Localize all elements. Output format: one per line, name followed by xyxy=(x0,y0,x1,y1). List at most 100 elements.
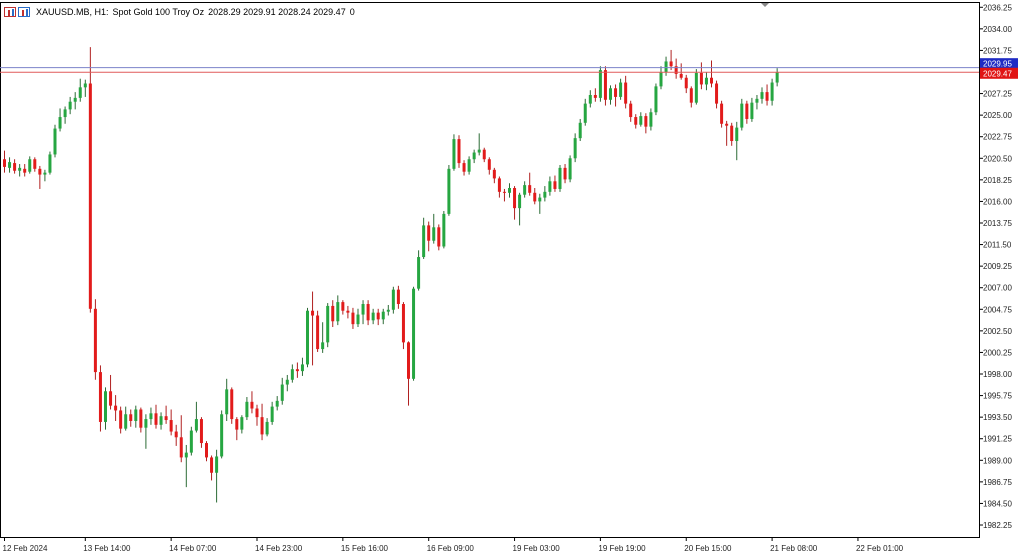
y-tick-label: 2002.50 xyxy=(983,327,1012,336)
candle-body xyxy=(134,409,138,421)
candle-body xyxy=(659,71,663,87)
candle-body xyxy=(715,83,719,104)
candle-body xyxy=(391,289,395,310)
candle-body xyxy=(98,372,102,422)
candle-body xyxy=(669,61,673,67)
candle-body xyxy=(164,416,168,421)
candle-body xyxy=(437,227,441,247)
candle-body xyxy=(563,167,567,180)
candle-body xyxy=(381,311,385,320)
y-tick-label: 1989.00 xyxy=(983,456,1012,465)
candle-body xyxy=(694,72,698,103)
candle-body xyxy=(265,421,269,435)
candle-body xyxy=(634,117,638,125)
candle-body xyxy=(316,315,320,350)
candle-body xyxy=(679,73,683,78)
candle-body xyxy=(427,225,431,241)
candle-body xyxy=(290,369,294,380)
candle-body xyxy=(144,419,148,428)
candle-body xyxy=(129,414,133,421)
candle-body xyxy=(13,163,17,171)
y-tick-label: 2000.25 xyxy=(983,348,1012,357)
chart-menu-icon[interactable] xyxy=(4,7,16,17)
candle-body xyxy=(23,168,27,173)
candle-body xyxy=(518,194,522,209)
candle-body xyxy=(255,408,259,418)
candle-body xyxy=(775,71,779,83)
candle-body xyxy=(78,87,82,98)
candle-body xyxy=(624,82,628,104)
candle-body xyxy=(760,92,764,99)
plot-frame xyxy=(0,2,980,538)
candle-body xyxy=(654,86,658,113)
y-tick-label: 2016.00 xyxy=(983,197,1012,206)
x-tick-label: 19 Feb 19:00 xyxy=(598,544,646,553)
y-tick-label: 2009.25 xyxy=(983,262,1012,271)
y-tick-label: 2034.00 xyxy=(983,25,1012,34)
candle-body xyxy=(8,162,12,168)
candle-body xyxy=(528,185,532,193)
candle-body xyxy=(235,419,239,430)
candle-body xyxy=(149,413,153,420)
candle-body xyxy=(260,417,264,435)
y-tick-label: 1995.75 xyxy=(983,392,1012,401)
y-tick-label: 2007.00 xyxy=(983,284,1012,293)
candle-body xyxy=(336,302,340,322)
candle-body xyxy=(169,420,173,432)
candle-body xyxy=(689,88,693,103)
candle-body xyxy=(270,406,274,422)
candle-body xyxy=(356,314,360,325)
y-tick-label: 2025.00 xyxy=(983,111,1012,120)
y-tick-label: 1984.50 xyxy=(983,499,1012,508)
candle-body xyxy=(472,152,476,160)
ask-price-tag: 2029.95 xyxy=(983,60,1012,69)
candle-body xyxy=(477,149,481,153)
candle-body xyxy=(674,66,678,74)
candle-body xyxy=(462,163,466,172)
candle-body xyxy=(326,305,330,343)
candle-body xyxy=(644,116,648,127)
chart-shift-marker[interactable] xyxy=(761,3,769,7)
y-tick-label: 2011.50 xyxy=(983,241,1012,250)
candle-body xyxy=(38,168,42,175)
candle-body xyxy=(225,389,229,415)
candle-body xyxy=(28,159,32,172)
y-tick-label: 2013.75 xyxy=(983,219,1012,228)
candle-body xyxy=(735,127,739,142)
candle-body xyxy=(401,304,405,343)
x-tick-label: 21 Feb 08:00 xyxy=(770,544,818,553)
candle-body xyxy=(341,302,345,311)
candle-body xyxy=(311,310,315,316)
candle-body xyxy=(487,159,491,170)
candle-body xyxy=(720,103,724,124)
volume-value: 0 xyxy=(349,7,355,17)
candle-body xyxy=(482,149,486,160)
candle-body xyxy=(593,95,597,98)
candle-body xyxy=(765,92,769,101)
candle-body xyxy=(88,83,92,309)
candle-body xyxy=(523,185,527,195)
bar-chart-icon[interactable] xyxy=(18,7,30,17)
y-tick-label: 2022.75 xyxy=(983,133,1012,142)
y-tick-label: 1982.25 xyxy=(983,521,1012,530)
candle-body xyxy=(725,123,729,126)
symbol-description: Spot Gold 100 Troy Oz xyxy=(112,7,205,17)
candle-body xyxy=(300,364,304,372)
candle-body xyxy=(3,159,6,167)
candle-body xyxy=(568,158,572,180)
candle-body xyxy=(199,419,203,444)
candle-body xyxy=(295,369,299,372)
candle-body xyxy=(351,312,355,325)
candle-body xyxy=(18,167,22,171)
candle-body xyxy=(280,384,284,401)
candle-body xyxy=(53,128,57,155)
candle-body xyxy=(346,310,350,313)
candle-body xyxy=(508,188,511,193)
y-tick-label: 1993.50 xyxy=(983,413,1012,422)
candle-body xyxy=(376,312,380,320)
candle-body xyxy=(497,178,501,192)
candle-body xyxy=(68,101,72,110)
x-tick-label: 16 Feb 09:00 xyxy=(427,544,475,553)
